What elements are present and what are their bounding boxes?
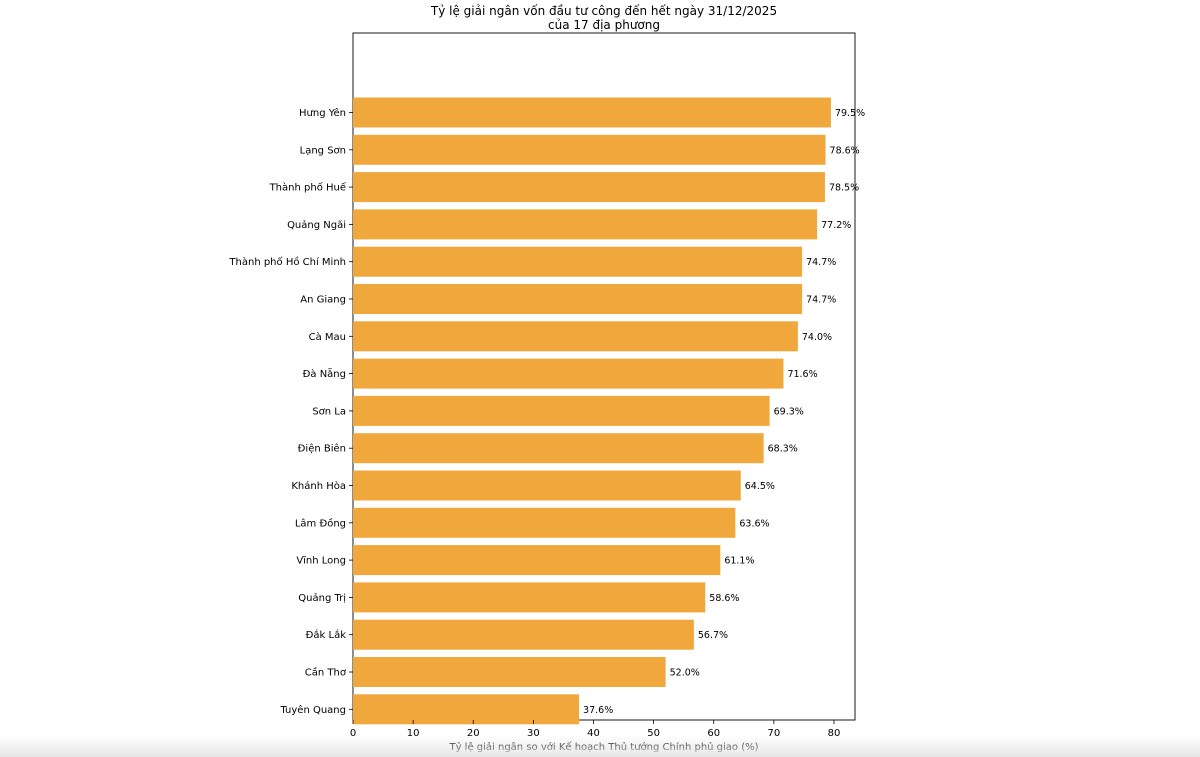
data-label: 58.6%: [709, 593, 739, 604]
data-label: 74.0%: [802, 332, 832, 343]
bar: [353, 619, 694, 650]
data-label: 56.7%: [698, 630, 728, 641]
data-label: 74.7%: [806, 257, 836, 268]
y-tick-label: Vĩnh Long: [296, 556, 346, 567]
y-tick-label: Thành phố Huế: [269, 182, 347, 194]
bar: [353, 134, 826, 165]
data-label: 77.2%: [821, 220, 851, 231]
x-tick-label: 70: [767, 728, 780, 739]
y-tick-label: Đà Nẵng: [303, 367, 346, 380]
x-tick-label: 60: [707, 728, 720, 739]
y-tick-label: Sơn La: [312, 406, 346, 417]
data-label: 37.6%: [583, 705, 613, 716]
bar: [353, 395, 770, 426]
bar: [353, 358, 784, 389]
x-tick-label: 30: [527, 728, 540, 739]
data-label: 78.5%: [829, 183, 859, 194]
y-tick-label: Thành phố Hồ Chí Minh: [228, 256, 346, 268]
data-label: 64.5%: [745, 481, 775, 492]
y-tick-label: Cà Mau: [309, 331, 346, 343]
bar: [353, 694, 580, 725]
bar: [353, 172, 825, 203]
bar: [353, 545, 721, 576]
y-tick-label: Quảng Trị: [298, 592, 346, 604]
y-tick-label: An Giang: [300, 295, 346, 306]
bar: [353, 433, 764, 464]
data-label: 69.3%: [774, 406, 804, 417]
bar: [353, 97, 831, 128]
data-label: 79.5%: [835, 108, 865, 119]
bar: [353, 246, 803, 277]
x-tick-label: 80: [828, 728, 841, 739]
x-tick-label: 20: [467, 728, 480, 739]
x-tick-label: 50: [647, 728, 660, 739]
bar: [353, 507, 736, 538]
chart-title: Tỷ lệ giải ngân vốn đầu tư công đến hết …: [430, 4, 778, 18]
bar: [353, 209, 818, 240]
bottom-fade: [0, 735, 1200, 757]
y-tick-label: Tuyên Quang: [279, 704, 346, 716]
y-tick-label: Điện Biên: [298, 443, 346, 455]
y-tick-label: Khánh Hòa: [291, 480, 346, 492]
bar: [353, 321, 798, 352]
data-label: 71.6%: [787, 369, 817, 380]
bar: [353, 582, 706, 613]
x-tick-label: 0: [350, 728, 356, 739]
data-label: 63.6%: [739, 518, 769, 529]
y-tick-label: Cần Thơ: [305, 667, 347, 679]
y-tick-label: Lạng Sơn: [300, 145, 346, 156]
bar: [353, 470, 741, 501]
y-tick-label: Lâm Đồng: [295, 517, 346, 529]
y-tick-label: Đắk Lắk: [306, 628, 347, 641]
data-label: 78.6%: [830, 145, 860, 156]
data-label: 68.3%: [768, 444, 798, 455]
x-tick-label: 40: [587, 728, 600, 739]
data-label: 52.0%: [670, 668, 700, 679]
data-label: 61.1%: [724, 556, 754, 567]
bar: [353, 284, 803, 314]
x-tick-label: 10: [407, 728, 420, 739]
data-label: 74.7%: [806, 295, 836, 306]
y-tick-label: Quảng Ngãi: [287, 219, 346, 231]
bar: [353, 657, 666, 687]
y-tick-label: Hưng Yên: [299, 107, 346, 119]
chart-subtitle: của 17 địa phương: [548, 18, 660, 32]
